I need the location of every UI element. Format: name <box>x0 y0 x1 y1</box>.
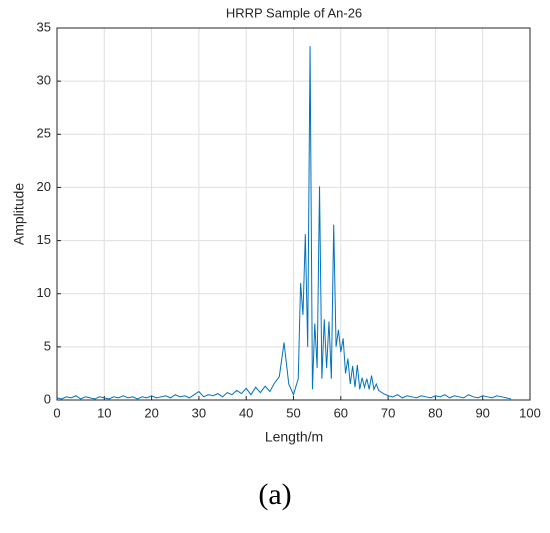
x-tick-label: 40 <box>239 405 253 420</box>
caption: (a) <box>258 478 291 511</box>
y-tick-label: 30 <box>37 73 51 88</box>
y-axis-label: Amplitude <box>11 183 27 245</box>
x-tick-label: 50 <box>286 405 300 420</box>
y-tick-label: 0 <box>44 391 51 406</box>
y-tick-label: 35 <box>37 19 51 34</box>
x-tick-label: 20 <box>144 405 158 420</box>
x-tick-label: 70 <box>381 405 395 420</box>
x-tick-label: 80 <box>428 405 442 420</box>
y-tick-label: 5 <box>44 338 51 353</box>
y-tick-label: 15 <box>37 232 51 247</box>
chart-title: HRRP Sample of An-26 <box>226 5 362 20</box>
x-axis-label: Length/m <box>265 429 323 445</box>
x-tick-label: 60 <box>334 405 348 420</box>
x-tick-label: 100 <box>519 405 541 420</box>
axes-box <box>56 27 531 401</box>
x-tick-label: 10 <box>97 405 111 420</box>
x-tick-label: 0 <box>53 405 60 420</box>
x-tick-label: 30 <box>192 405 206 420</box>
y-tick-label: 25 <box>37 126 51 141</box>
x-tick-label: 90 <box>475 405 489 420</box>
data-line <box>56 46 512 400</box>
y-tick-label: 10 <box>37 285 51 300</box>
y-tick-label: 20 <box>37 179 51 194</box>
